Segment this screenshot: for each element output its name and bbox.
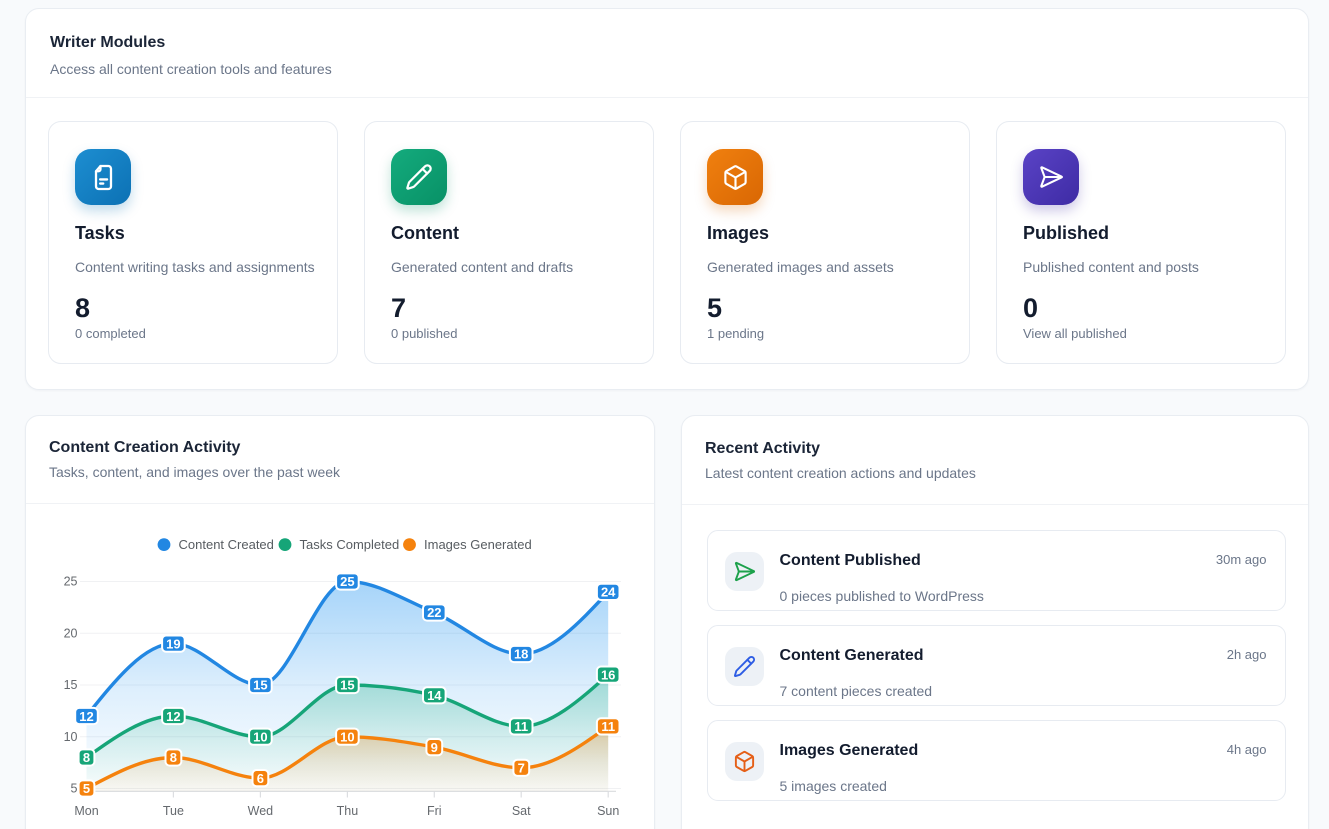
svg-text:10: 10 xyxy=(64,730,78,744)
svg-text:Sat: Sat xyxy=(512,804,531,818)
svg-text:16: 16 xyxy=(601,667,615,682)
svg-text:20: 20 xyxy=(64,627,78,641)
svg-text:25: 25 xyxy=(64,575,78,589)
svg-text:7: 7 xyxy=(518,761,525,776)
svg-text:Content Created: Content Created xyxy=(179,537,274,552)
svg-text:22: 22 xyxy=(427,605,441,620)
svg-text:Tasks Completed: Tasks Completed xyxy=(300,537,400,552)
svg-text:19: 19 xyxy=(166,636,180,651)
svg-text:Wed: Wed xyxy=(248,804,274,818)
svg-text:25: 25 xyxy=(340,574,354,589)
svg-text:10: 10 xyxy=(340,730,354,745)
svg-text:14: 14 xyxy=(427,688,442,703)
svg-text:18: 18 xyxy=(514,647,528,662)
svg-text:15: 15 xyxy=(340,678,354,693)
svg-text:15: 15 xyxy=(253,678,267,693)
svg-text:5: 5 xyxy=(83,781,90,796)
svg-text:15: 15 xyxy=(64,678,78,692)
svg-text:10: 10 xyxy=(253,730,267,745)
svg-text:Images Generated: Images Generated xyxy=(424,537,532,552)
svg-text:Tue: Tue xyxy=(163,804,184,818)
svg-text:11: 11 xyxy=(514,719,528,734)
svg-text:11: 11 xyxy=(601,719,615,734)
svg-text:24: 24 xyxy=(601,585,616,600)
svg-text:12: 12 xyxy=(79,709,93,724)
svg-text:5: 5 xyxy=(71,782,78,796)
svg-text:Fri: Fri xyxy=(427,804,442,818)
svg-text:8: 8 xyxy=(83,750,90,765)
svg-text:Thu: Thu xyxy=(337,804,359,818)
svg-text:9: 9 xyxy=(431,740,438,755)
svg-text:12: 12 xyxy=(166,709,180,724)
svg-text:6: 6 xyxy=(257,771,264,786)
svg-text:8: 8 xyxy=(170,750,177,765)
svg-text:Sun: Sun xyxy=(597,804,619,818)
svg-text:Mon: Mon xyxy=(74,804,98,818)
